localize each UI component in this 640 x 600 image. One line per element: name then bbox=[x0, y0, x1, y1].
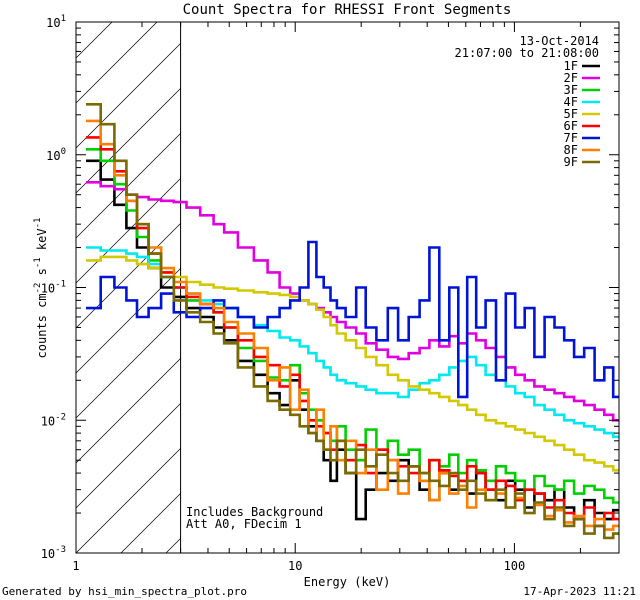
y-axis-label-mid2: keV bbox=[35, 228, 49, 257]
legend-label-6F: 6F bbox=[564, 119, 578, 133]
x-tick-label: 10 bbox=[288, 559, 302, 573]
y-axis-label: counts cm-2 s-1 keV-1 bbox=[33, 218, 49, 359]
series-lines bbox=[86, 103, 619, 540]
legend-label-7F: 7F bbox=[564, 131, 578, 145]
y-axis-label-base: counts cm bbox=[35, 293, 49, 358]
x-axis: 1 10 100 bbox=[72, 22, 620, 573]
y-tick-label-exp: -3 bbox=[55, 545, 66, 555]
legend-label-4F: 4F bbox=[564, 95, 578, 109]
series-8F bbox=[86, 119, 619, 531]
y-tick-label-exp: -2 bbox=[55, 412, 66, 422]
x-axis-label: Energy (keV) bbox=[304, 575, 391, 589]
hatch-mask bbox=[180, 22, 619, 553]
y-tick-label: 101 bbox=[46, 14, 66, 30]
y-tick-label-base: 10 bbox=[46, 16, 60, 30]
series-9F bbox=[86, 103, 619, 540]
date-label: 13-Oct-2014 bbox=[520, 34, 599, 48]
legend-label-3F: 3F bbox=[564, 83, 578, 97]
footer-timestamp: 17-Apr-2023 11:21 bbox=[523, 585, 636, 598]
y-tick-label-base: 10 bbox=[46, 149, 60, 163]
y-tick-label-exp: 1 bbox=[61, 14, 66, 24]
y-axis-label-mid1: s bbox=[35, 268, 49, 282]
annotation-background: Includes Background bbox=[186, 505, 323, 519]
y-tick-label-base: 10 bbox=[41, 547, 55, 561]
series-6F bbox=[86, 136, 619, 528]
x-tick-label: 1 bbox=[72, 559, 79, 573]
series-5F bbox=[86, 255, 619, 472]
footer-generated-by: Generated by hsi_min_spectra_plot.pro bbox=[2, 585, 247, 598]
y-tick-label: 100 bbox=[46, 147, 66, 163]
y-tick-label: 10-3 bbox=[41, 545, 66, 561]
y-tick-label-exp: 0 bbox=[61, 147, 66, 157]
shaded-region bbox=[76, 22, 619, 553]
chart-title: Count Spectra for RHESSI Front Segments bbox=[183, 2, 512, 18]
series-3F bbox=[86, 148, 619, 504]
y-tick-label-exp: -1 bbox=[55, 280, 66, 290]
x-tick-label: 100 bbox=[504, 559, 526, 573]
legend-label-1F: 1F bbox=[564, 59, 578, 73]
legend-label-5F: 5F bbox=[564, 107, 578, 121]
time-range-label: 21:07:00 to 21:08:00 bbox=[455, 46, 600, 60]
series-7F bbox=[86, 240, 619, 399]
series-2F bbox=[86, 181, 619, 422]
y-tick-label: 10-2 bbox=[41, 412, 66, 428]
hatch-line bbox=[76, 22, 203, 149]
y-tick-label-base: 10 bbox=[41, 282, 55, 296]
y-axis-label-sup3: -1 bbox=[33, 218, 43, 229]
legend-label-2F: 2F bbox=[564, 71, 578, 85]
y-tick-label-base: 10 bbox=[41, 414, 55, 428]
y-axis-label-sup2: -1 bbox=[33, 257, 43, 268]
legend-label-9F: 9F bbox=[564, 155, 578, 169]
annotation-attenuator: Att A0, FDecim 1 bbox=[186, 517, 302, 531]
y-axis-label-sup1: -2 bbox=[33, 283, 43, 294]
hatch-line bbox=[76, 22, 248, 194]
legend-label-8F: 8F bbox=[564, 143, 578, 157]
y-tick-label: 10-1 bbox=[41, 280, 66, 296]
